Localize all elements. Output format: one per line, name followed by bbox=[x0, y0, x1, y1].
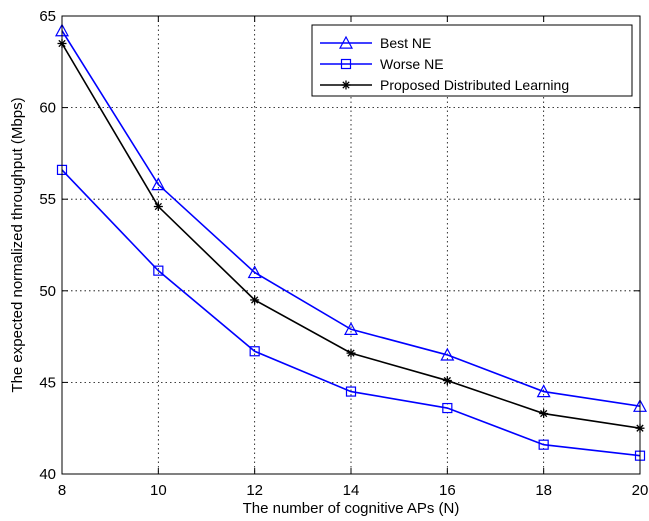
proposed-distributed-learning-marker bbox=[250, 295, 260, 305]
proposed-distributed-learning-marker bbox=[153, 202, 163, 212]
x-axis-title: The number of cognitive APs (N) bbox=[243, 500, 460, 517]
legend-label-proposed-distributed-learning: Proposed Distributed Learning bbox=[380, 77, 569, 93]
series-markers bbox=[54, 23, 648, 461]
axis-ticks bbox=[61, 15, 641, 475]
x-tick-label: 14 bbox=[343, 482, 360, 499]
y-tick-label: 55 bbox=[39, 191, 56, 208]
x-tick-label: 8 bbox=[58, 482, 66, 499]
y-axis-title: The expected normalized throughput (Mbps… bbox=[9, 97, 26, 392]
best-ne-series-line bbox=[61, 30, 641, 408]
x-tick-label: 16 bbox=[439, 482, 456, 499]
legend: Best NE Worse NE Proposed Distributed Lear… bbox=[311, 24, 633, 97]
best-ne-marker bbox=[440, 347, 455, 361]
worse-ne-series-line bbox=[61, 169, 641, 457]
legend-marker-best-ne bbox=[338, 35, 354, 49]
proposed-distributed-learning-marker bbox=[442, 376, 452, 386]
x-tick-label: 10 bbox=[150, 482, 167, 499]
y-tick-label: 50 bbox=[39, 283, 56, 300]
worse-ne-marker bbox=[153, 265, 164, 276]
y-tick-label: 65 bbox=[39, 8, 56, 25]
proposed-distributed-learning-marker bbox=[346, 348, 356, 358]
grid-lines bbox=[62, 16, 640, 474]
y-tick-label: 40 bbox=[39, 466, 56, 483]
proposed-distributed-learning-marker bbox=[539, 409, 549, 419]
x-tick-label: 18 bbox=[535, 482, 552, 499]
y-tick-label: 45 bbox=[39, 374, 56, 391]
legend-label-best-ne: Best NE bbox=[380, 35, 431, 51]
legend-marker-proposed-distributed-learning bbox=[341, 80, 351, 90]
best-ne-marker bbox=[247, 265, 262, 279]
legend-box bbox=[311, 24, 633, 97]
worse-ne-marker bbox=[249, 346, 260, 357]
x-tick-label: 20 bbox=[632, 482, 649, 499]
y-tick-label: 60 bbox=[39, 100, 56, 117]
y-axis-tick-labels: 40 45 50 55 60 65 bbox=[39, 8, 56, 483]
x-tick-label: 12 bbox=[246, 482, 263, 499]
best-ne-marker bbox=[151, 177, 166, 191]
legend-label-worse-ne: Worse NE bbox=[380, 56, 444, 72]
legend-marker-worse-ne bbox=[340, 58, 352, 70]
worse-ne-marker bbox=[345, 386, 357, 397]
best-ne-marker bbox=[343, 322, 359, 335]
worse-ne-marker bbox=[538, 439, 549, 450]
x-axis-tick-labels: 8 10 12 14 16 18 20 bbox=[58, 482, 649, 499]
worse-ne-marker bbox=[442, 402, 453, 414]
best-ne-marker bbox=[536, 384, 551, 398]
